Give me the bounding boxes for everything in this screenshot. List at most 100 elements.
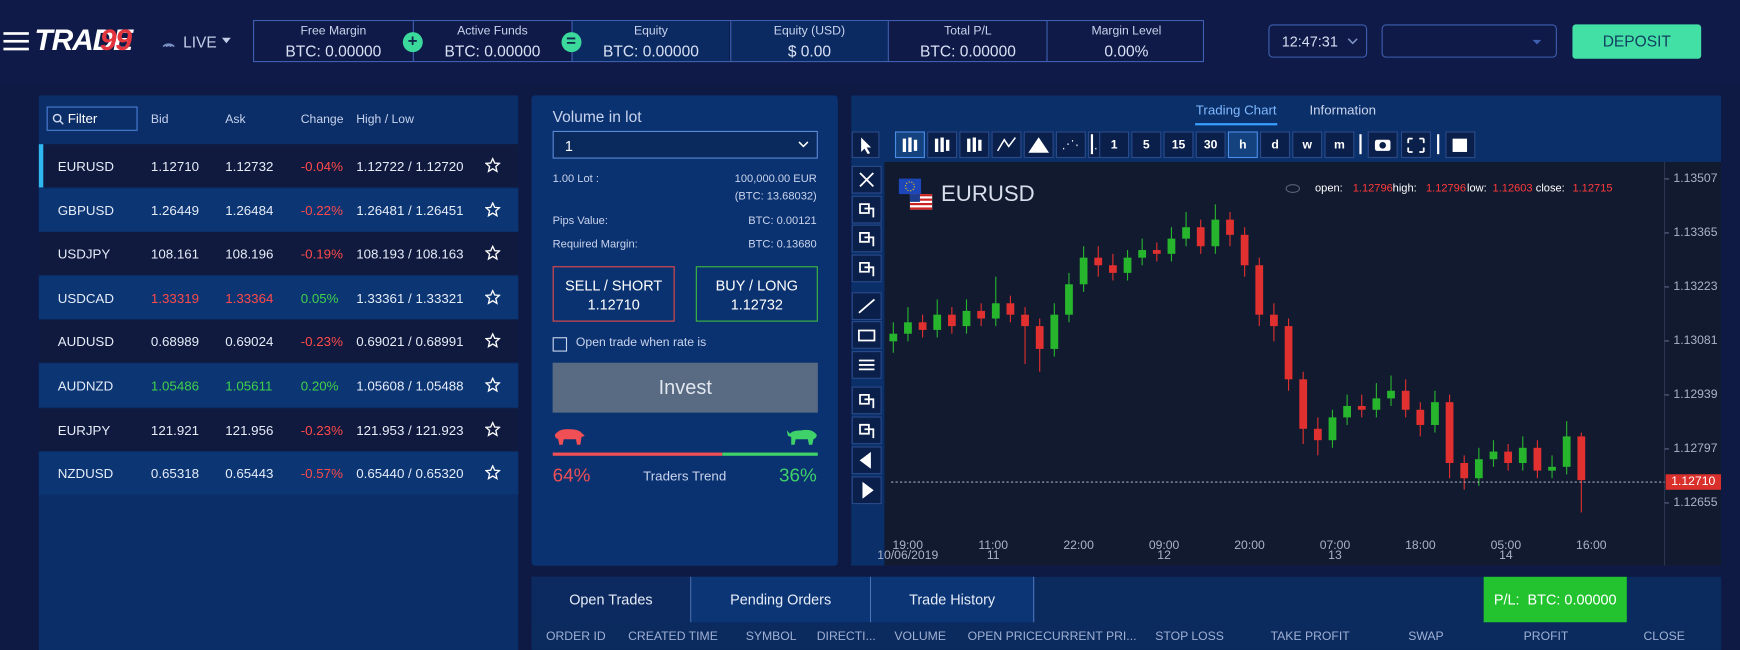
live-icon (162, 43, 175, 48)
high-low: 108.193 / 108.163 (356, 246, 464, 262)
tool-button[interactable] (1195, 131, 1226, 159)
watch-row[interactable]: AUDNZD 1.05486 1.05611 0.20% 1.05608 / 1.054… (38, 363, 519, 408)
tool-button[interactable] (1292, 131, 1323, 159)
y-tick-label: 1.13223 (1673, 279, 1717, 293)
trades-tab-label: Open Trades (569, 591, 653, 608)
column-header: Ask (225, 113, 246, 127)
trades-tab[interactable]: Pending Orders (691, 576, 872, 623)
tool-button[interactable] (1227, 131, 1258, 159)
watch-row[interactable]: GBPUSD 1.26449 1.26484 -0.22% 1.26481 / 1.26… (38, 188, 519, 232)
side-tool[interactable] (851, 224, 882, 253)
trades-tab[interactable]: Trade History (871, 576, 1035, 623)
favorite-star[interactable] (484, 464, 501, 481)
interval[interactable]: 5 (1143, 138, 1150, 152)
x-tick-time: 22:00 (1063, 538, 1094, 552)
change: 0.05% (300, 290, 339, 306)
account-select[interactable] (1381, 24, 1557, 58)
tool-button[interactable] (1324, 131, 1355, 159)
side-glyph (862, 481, 874, 499)
high-low: 1.26481 / 1.26451 (356, 202, 464, 219)
candle-body (1445, 402, 1454, 464)
side-tool[interactable] (851, 254, 882, 283)
tool-button[interactable] (1131, 131, 1162, 159)
watch-row[interactable]: AUDUSD 0.68989 0.69024 -0.23% 0.69021 / 0.68… (38, 319, 519, 364)
side-tool[interactable] (851, 386, 882, 415)
trades-tab[interactable]: Open Trades (531, 576, 692, 623)
watch-row[interactable]: USDJPY 108.161 108.196 -0.19% 108.193 / 108.… (38, 232, 519, 276)
invest-button[interactable]: Invest (552, 362, 818, 413)
symbol: USDCAD (57, 290, 114, 306)
chart-tab[interactable]: Information (1309, 102, 1376, 117)
tool-button[interactable] (1400, 131, 1431, 159)
candle-body (1079, 257, 1088, 285)
favorite-star[interactable] (484, 289, 501, 305)
interval[interactable]: 30 (1204, 138, 1218, 152)
y-tick-label: 1.12939 (1673, 387, 1717, 401)
trades-column: VOLUME (894, 630, 946, 644)
tool-button[interactable] (1055, 131, 1086, 159)
volume-select[interactable]: 1 (552, 130, 818, 159)
watch-row[interactable]: EURUSD 1.12710 1.12732 -0.04% 1.12722 / 1.12… (38, 144, 519, 188)
stat-value: BTC: 0.00000 (285, 42, 382, 60)
interval[interactable]: m (1334, 138, 1345, 152)
plot-bg (884, 161, 1722, 566)
watch-row[interactable]: NZDUSD 0.65318 0.65443 -0.57% 0.65440 / 0.65… (38, 451, 519, 495)
favorite-star[interactable] (484, 245, 501, 261)
interval[interactable]: 1 (1111, 138, 1118, 152)
interval[interactable]: 15 (1172, 138, 1186, 152)
y-tick-label: 1.12655 (1673, 495, 1717, 509)
candle-body (991, 303, 1000, 319)
sell-button[interactable]: SELL / SHORT 1.12710 (552, 266, 675, 322)
interval[interactable]: w (1301, 138, 1312, 152)
watch-row[interactable]: EURJPY 121.921 121.956 -0.23% 121.953 / 121.… (38, 407, 519, 451)
change: -0.19% (300, 246, 343, 262)
bid: 0.65318 (150, 466, 200, 482)
stats-box: Free Margin BTC: 0.00000 Active Funds BTC: … (253, 19, 1205, 63)
pips-value: BTC: 0.00121 (748, 215, 817, 228)
deposit-button[interactable]: DEPOSIT (1572, 24, 1702, 59)
chart-tab[interactable]: Trading Chart (1196, 102, 1277, 117)
candle-body (1226, 219, 1234, 235)
side-tool[interactable] (851, 416, 882, 445)
tool-button[interactable] (1099, 131, 1130, 159)
side-tool[interactable] (851, 195, 882, 224)
tool-button[interactable] (1163, 131, 1194, 159)
ask: 121.956 (225, 422, 274, 438)
interval[interactable]: d (1271, 138, 1278, 152)
tool-glyph (934, 137, 950, 152)
x-tick-time: 11:00 (978, 538, 1008, 552)
tool-button[interactable] (991, 131, 1022, 159)
symbol: AUDNZD (57, 378, 114, 394)
favorite-star[interactable] (484, 333, 501, 349)
trades-tab-label: Trade History (909, 591, 996, 608)
symbol: NZDUSD (57, 466, 114, 482)
x-tick-date: 13 (1328, 548, 1342, 562)
bid: 1.05486 (150, 378, 200, 394)
side-tool[interactable] (851, 321, 882, 349)
column-header: Bid (150, 113, 169, 127)
interval[interactable]: h (1239, 138, 1246, 152)
side-tool[interactable] (851, 165, 882, 194)
favorite-star[interactable] (484, 377, 501, 393)
tool-button[interactable] (851, 131, 880, 159)
buy-button[interactable]: BUY / LONG 1.12732 (695, 266, 818, 322)
candle-body (1284, 326, 1293, 380)
filter-box[interactable]: Filter (46, 106, 138, 131)
change: 0.20% (300, 378, 339, 394)
brand: TRADE (34, 23, 133, 57)
caret (1532, 39, 1542, 45)
tool-button[interactable] (1260, 131, 1291, 159)
candle-body (947, 314, 956, 327)
ask: 1.26484 (225, 202, 274, 219)
checkbox[interactable] (552, 337, 568, 352)
time-select[interactable]: 12:47:31 (1268, 24, 1368, 58)
side-glyph (859, 423, 875, 439)
favorite-star[interactable] (484, 157, 501, 174)
favorite-star[interactable] (484, 201, 501, 217)
watch-row[interactable]: USDCAD 1.33319 1.33364 0.05% 1.33361 / 1.333… (38, 275, 519, 320)
x-tick-time: 20:00 (1234, 538, 1265, 552)
favorite-star[interactable] (484, 421, 501, 437)
x-tick-date: 10/06/2019 (877, 548, 938, 562)
high-low: 1.05608 / 1.05488 (356, 378, 464, 394)
bull-percent: 36% (778, 464, 817, 486)
